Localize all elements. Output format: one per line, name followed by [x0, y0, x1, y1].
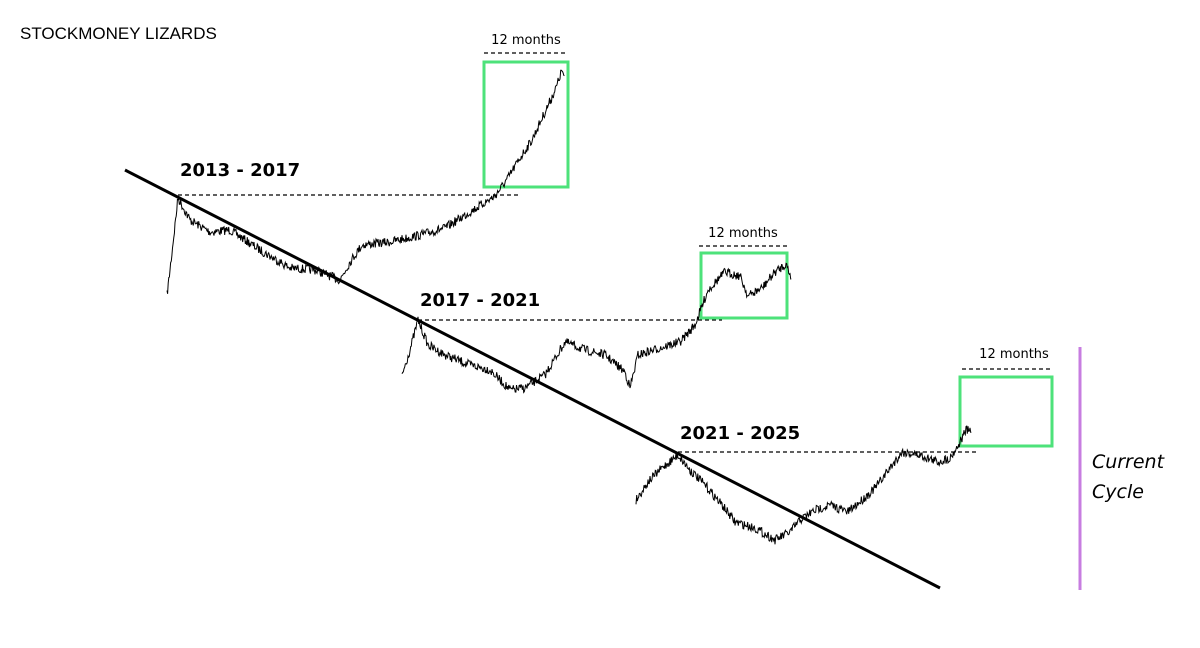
trend-line — [124, 168, 941, 590]
cycle-label: 2017 - 2021 — [420, 290, 540, 311]
brand-title: STOCKMONEY LIZARDS — [20, 24, 217, 43]
price-curve — [635, 425, 972, 545]
price-curve — [401, 262, 792, 394]
window-box — [482, 60, 570, 189]
window-box — [699, 251, 789, 320]
window-box — [958, 375, 1054, 448]
current-label: Current — [1092, 451, 1166, 473]
window-label: 12 months — [491, 33, 561, 48]
current-label: Cycle — [1092, 481, 1144, 503]
cycle-label: 2013 - 2017 — [180, 160, 300, 181]
cycle-label: 2021 - 2025 — [680, 423, 800, 444]
window-label: 12 months — [708, 226, 778, 241]
price-curve — [166, 69, 565, 294]
window-label: 12 months — [979, 347, 1049, 362]
